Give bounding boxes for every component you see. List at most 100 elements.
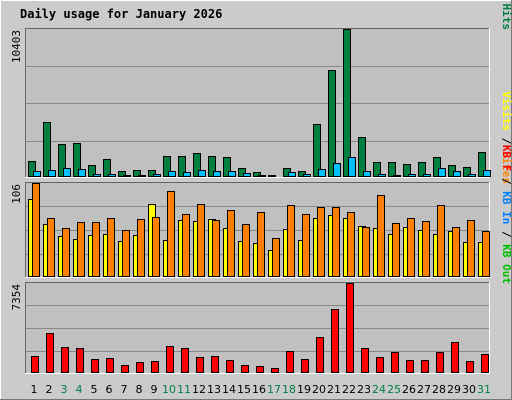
bar-pages-day-3 — [63, 168, 71, 177]
bar-sites-day-14 — [227, 210, 235, 277]
bar-sites-day-18 — [287, 205, 295, 277]
bar-kb-f-day-6 — [106, 358, 114, 373]
bar-sites-day-17 — [272, 238, 280, 277]
bar-kb-f-day-9 — [151, 361, 159, 373]
panel-1: 10403 Pages / Files / Hits — [10, 0, 512, 178]
bar-pages-day-22 — [348, 157, 356, 177]
bar-kb-f-day-8 — [136, 362, 144, 373]
bar-pages-day-6 — [108, 174, 116, 177]
day-label-24: 24 — [372, 383, 386, 396]
day-label-23: 23 — [357, 383, 371, 396]
day-label-3: 3 — [61, 383, 68, 396]
bar-sites-day-11 — [182, 214, 190, 277]
panel-max-label: 10403 — [10, 30, 23, 63]
series-sites — [32, 183, 490, 277]
legend-entry: KB In — [500, 191, 512, 224]
bar-pages-day-12 — [198, 170, 206, 177]
bar-hits-day-24 — [373, 162, 381, 177]
bar-kb-f-day-3 — [61, 347, 69, 373]
bar-pages-day-14 — [228, 171, 236, 177]
bar-pages-day-27 — [423, 174, 431, 177]
bar-pages-day-25 — [393, 175, 401, 177]
bar-pages-day-18 — [288, 172, 296, 177]
bar-kb-f-day-24 — [376, 357, 384, 373]
bar-hits-day-6 — [103, 159, 111, 177]
bar-sites-day-2 — [47, 218, 55, 277]
panel-max-label: 106 — [10, 184, 23, 204]
day-label-6: 6 — [106, 383, 113, 396]
bar-hits-day-12 — [193, 153, 201, 177]
bar-hits-day-5 — [88, 165, 96, 177]
bar-pages-day-9 — [153, 174, 161, 177]
bar-sites-day-6 — [107, 218, 115, 277]
bar-pages-day-8 — [138, 175, 146, 177]
bar-sites-day-7 — [122, 230, 130, 277]
bar-sites-day-19 — [302, 214, 310, 277]
bar-pages-day-13 — [213, 171, 221, 177]
bar-pages-day-30 — [468, 174, 476, 177]
day-label-8: 8 — [136, 383, 143, 396]
chart-panels: 10403 Pages / Files / Hits 106 Visits / Sit… — [10, 0, 512, 374]
bar-kb-f-day-25 — [391, 352, 399, 373]
bar-hits-day-17 — [268, 175, 276, 177]
bar-hits-day-13 — [208, 156, 216, 177]
series-pages — [33, 157, 491, 177]
day-label-17: 17 — [267, 383, 281, 396]
day-label-30: 30 — [462, 383, 476, 396]
bar-kb-f-day-1 — [31, 356, 39, 373]
bar-hits-day-21 — [328, 70, 336, 177]
bar-kb-f-day-11 — [181, 348, 189, 373]
bar-hits-day-25 — [388, 162, 396, 177]
bar-hits-day-28 — [433, 157, 441, 177]
bar-sites-day-30 — [467, 220, 475, 277]
day-label-21: 21 — [327, 383, 341, 396]
bar-kb-f-day-26 — [406, 360, 414, 373]
day-label-4: 4 — [76, 383, 83, 396]
day-label-18: 18 — [282, 383, 296, 396]
day-label-10: 10 — [162, 383, 176, 396]
bar-pages-day-29 — [453, 171, 461, 177]
bar-hits-day-4 — [73, 143, 81, 177]
day-label-7: 7 — [121, 383, 128, 396]
bar-pages-day-4 — [78, 169, 86, 177]
bar-pages-day-16 — [258, 175, 266, 177]
bar-kb-f-day-29 — [451, 342, 459, 373]
bar-kb-f-day-21 — [331, 309, 339, 373]
bar-sites-day-25 — [392, 223, 400, 277]
bar-pages-day-23 — [363, 171, 371, 177]
bar-kb-f-day-23 — [361, 348, 369, 373]
day-label-1: 1 — [31, 383, 38, 396]
bar-hits-day-27 — [418, 162, 426, 177]
bar-hits-day-16 — [253, 172, 261, 177]
bar-pages-day-15 — [243, 173, 251, 177]
bar-sites-day-9 — [152, 217, 160, 277]
bar-sites-day-8 — [137, 219, 145, 277]
bar-sites-day-4 — [77, 222, 85, 277]
bar-pages-day-2 — [48, 170, 56, 177]
series-hits — [28, 29, 486, 177]
bar-kb-f-day-10 — [166, 346, 174, 373]
bar-pages-day-7 — [123, 175, 131, 177]
bar-sites-day-16 — [257, 212, 265, 277]
bar-sites-day-27 — [422, 221, 430, 277]
panel-max-label: 7354 — [10, 284, 23, 311]
bar-pages-day-21 — [333, 163, 341, 177]
panel-legend: Pages / Files / Hits — [500, 0, 512, 30]
bar-hits-day-15 — [238, 168, 246, 177]
bar-hits-day-2 — [43, 122, 51, 177]
bar-kb-f-day-12 — [196, 357, 204, 373]
legend-entry: / — [500, 224, 512, 244]
legend-entry: KB Out — [500, 244, 512, 284]
bar-kb-f-day-5 — [91, 359, 99, 373]
bar-pages-day-11 — [183, 172, 191, 177]
bar-sites-day-3 — [62, 228, 70, 277]
bar-sites-day-26 — [407, 218, 415, 277]
day-label-28: 28 — [432, 383, 446, 396]
bar-hits-day-22 — [343, 29, 351, 177]
day-label-20: 20 — [312, 383, 326, 396]
series-kb-f — [31, 283, 489, 373]
legend-entry: Sites — [500, 151, 512, 184]
bar-hits-day-20 — [313, 124, 321, 177]
bar-pages-day-20 — [318, 169, 326, 177]
